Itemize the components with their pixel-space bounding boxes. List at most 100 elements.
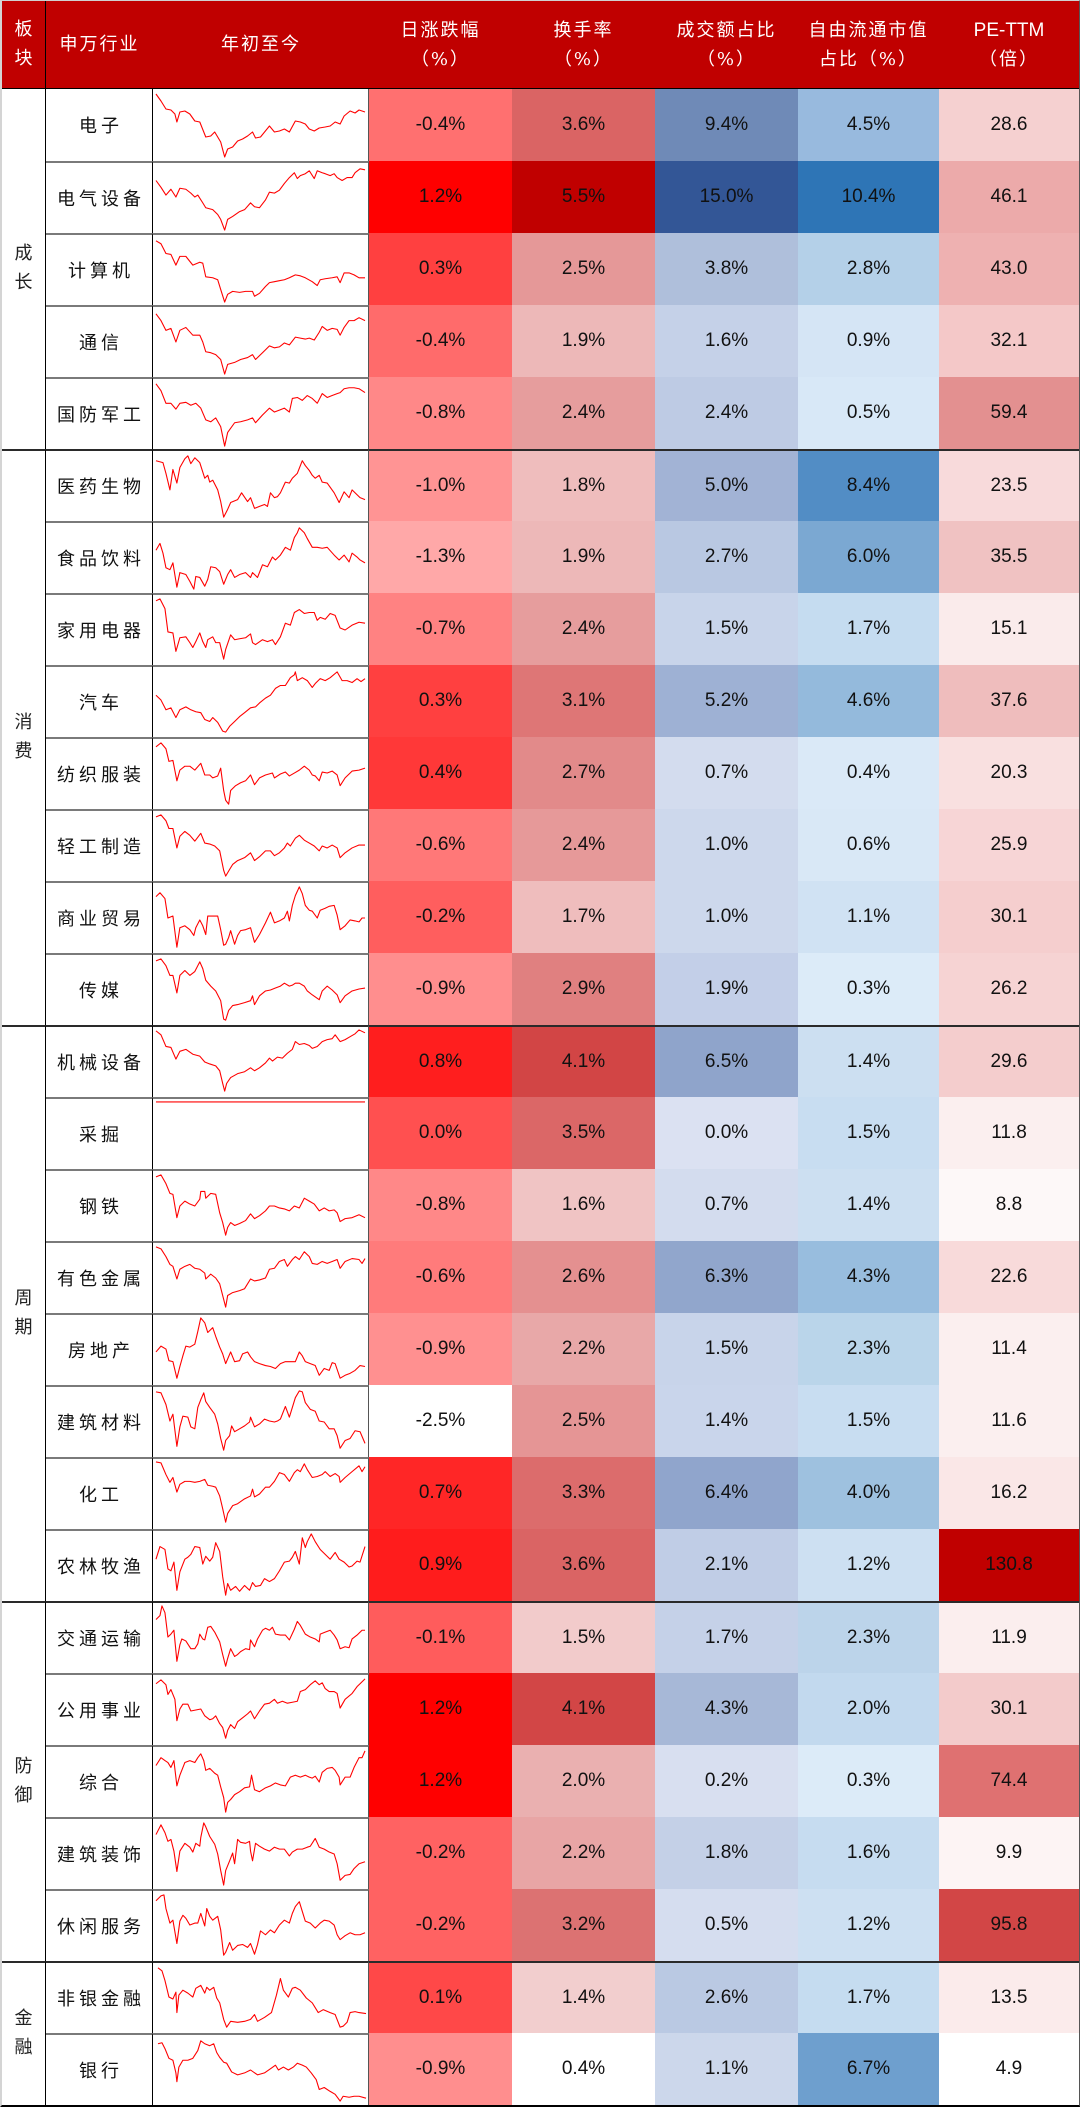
- volume-share-value: 1.0%: [704, 906, 749, 927]
- volume-share-value: 1.4%: [704, 1410, 749, 1431]
- float-cap-share-cell: 4.0%: [798, 1457, 939, 1529]
- industry-name: 国防军工: [57, 405, 145, 426]
- sector-group-label: 成长: [14, 243, 33, 293]
- industry-name: 建筑材料: [57, 1413, 145, 1434]
- industry-name: 交通运输: [57, 1629, 145, 1650]
- sector-group-cell: 周期: [2, 1025, 46, 1601]
- header-turnover-unit: （%）: [553, 48, 614, 70]
- float-cap-share-cell: 6.7%: [798, 2033, 939, 2105]
- ytd-sparkline-path: [155, 1029, 366, 1092]
- ytd-sparkline-path: [155, 1174, 366, 1236]
- volume-share-cell: 0.0%: [655, 1097, 798, 1169]
- volume-share-value: 1.8%: [704, 1842, 749, 1863]
- header-float-cap-share-label: 自由流通市值: [808, 19, 929, 41]
- ytd-sparkline-path: [155, 1605, 366, 1667]
- turnover-cell: 1.6%: [512, 1169, 655, 1241]
- turnover-value: 1.9%: [561, 330, 606, 351]
- daily-change-cell: -0.9%: [369, 2033, 512, 2105]
- pe-ttm-value: 25.9: [990, 834, 1028, 855]
- turnover-value: 2.0%: [561, 1770, 606, 1791]
- pe-ttm-value: 11.6: [991, 1410, 1027, 1431]
- float-cap-share-cell: 1.7%: [798, 593, 939, 665]
- turnover-value: 3.2%: [561, 1914, 606, 1935]
- volume-share-cell: 1.6%: [655, 305, 798, 377]
- volume-share-cell: 0.7%: [655, 737, 798, 809]
- ytd-sparkline: [155, 1461, 366, 1523]
- turnover-cell: 2.7%: [512, 737, 655, 809]
- ytd-sparkline: [155, 1029, 366, 1092]
- daily-change-value: -0.2%: [415, 906, 466, 927]
- ytd-sparkline: [155, 1894, 366, 1956]
- pe-ttm-cell: 4.9: [939, 2033, 1079, 2105]
- daily-change-cell: -0.4%: [369, 89, 512, 161]
- turnover-cell: 1.8%: [512, 449, 655, 521]
- industry-name-cell: 机械设备: [46, 1025, 153, 1097]
- float-cap-share-value: 1.4%: [846, 1051, 891, 1072]
- ytd-sparkline-cell: [153, 809, 369, 881]
- daily-change-cell: -1.0%: [369, 449, 512, 521]
- pe-ttm-value: 11.9: [991, 1627, 1027, 1648]
- volume-share-value: 9.4%: [704, 114, 749, 135]
- pe-ttm-cell: 11.6: [939, 1385, 1079, 1457]
- ytd-sparkline-path: [155, 1750, 366, 1813]
- daily-change-cell: -2.5%: [369, 1385, 512, 1457]
- turnover-value: 2.5%: [561, 258, 606, 279]
- industry-name-cell: 国防军工: [46, 377, 153, 449]
- sector-group-label: 消费: [14, 712, 33, 762]
- ytd-sparkline-cell: [153, 1673, 369, 1745]
- industry-name: 房地产: [68, 1341, 134, 1362]
- float-cap-share-value: 2.3%: [846, 1338, 891, 1359]
- pe-ttm-cell: 43.0: [939, 233, 1079, 305]
- pe-ttm-cell: 74.4: [939, 1745, 1079, 1817]
- ytd-sparkline-cell: [153, 737, 369, 809]
- pe-ttm-cell: 13.5: [939, 1961, 1079, 2033]
- ytd-sparkline: [155, 93, 366, 158]
- industry-name: 传媒: [79, 981, 123, 1002]
- industry-name-cell: 轻工制造: [46, 809, 153, 881]
- ytd-sparkline-path: [155, 742, 366, 805]
- industry-name-cell: 电气设备: [46, 161, 153, 233]
- pe-ttm-cell: 130.8: [939, 1529, 1079, 1601]
- ytd-sparkline-path: [155, 1246, 366, 1308]
- float-cap-share-cell: 0.4%: [798, 737, 939, 809]
- header-volume-share: 成交额占比 （%）: [655, 1, 798, 89]
- ytd-sparkline-path: [155, 240, 366, 303]
- volume-share-value: 4.3%: [704, 1698, 749, 1719]
- float-cap-share-value: 1.7%: [846, 618, 891, 639]
- ytd-sparkline-path: [155, 598, 366, 660]
- ytd-sparkline: [155, 1605, 366, 1667]
- pe-ttm-value: 30.1: [990, 906, 1028, 927]
- header-daily-change: 日涨跌幅 （%）: [369, 1, 512, 89]
- daily-change-cell: -0.2%: [369, 1889, 512, 1961]
- industry-name-cell: 交通运输: [46, 1601, 153, 1673]
- float-cap-share-cell: 2.0%: [798, 1673, 939, 1745]
- float-cap-share-cell: 1.7%: [798, 1961, 939, 2033]
- ytd-sparkline: [155, 671, 366, 733]
- float-cap-share-value: 1.4%: [846, 1194, 891, 1215]
- ytd-sparkline-cell: [153, 449, 369, 521]
- float-cap-share-value: 0.5%: [846, 402, 891, 423]
- turnover-value: 1.4%: [561, 1987, 606, 2008]
- industry-name-cell: 建筑材料: [46, 1385, 153, 1457]
- ytd-sparkline-cell: [153, 1745, 369, 1817]
- pe-ttm-cell: 11.9: [939, 1601, 1079, 1673]
- float-cap-share-value: 6.0%: [846, 546, 891, 567]
- volume-share-cell: 1.1%: [655, 2033, 798, 2105]
- industry-name-cell: 食品饮料: [46, 521, 153, 593]
- daily-change-value: -0.4%: [415, 330, 466, 351]
- turnover-cell: 1.9%: [512, 521, 655, 593]
- turnover-value: 2.9%: [561, 978, 606, 999]
- float-cap-share-value: 2.8%: [846, 258, 891, 279]
- ytd-sparkline-cell: [153, 1025, 369, 1097]
- pe-ttm-value: 74.4: [990, 1770, 1028, 1791]
- ytd-sparkline: [155, 1317, 366, 1379]
- industry-name: 休闲服务: [57, 1917, 145, 1938]
- daily-change-value: 0.0%: [418, 1122, 463, 1143]
- volume-share-value: 2.4%: [704, 402, 749, 423]
- turnover-value: 2.4%: [561, 834, 606, 855]
- daily-change-cell: -0.9%: [369, 1313, 512, 1385]
- float-cap-share-value: 6.7%: [846, 2058, 891, 2079]
- daily-change-cell: 0.8%: [369, 1025, 512, 1097]
- pe-ttm-value: 22.6: [990, 1266, 1028, 1287]
- ytd-sparkline-cell: [153, 665, 369, 737]
